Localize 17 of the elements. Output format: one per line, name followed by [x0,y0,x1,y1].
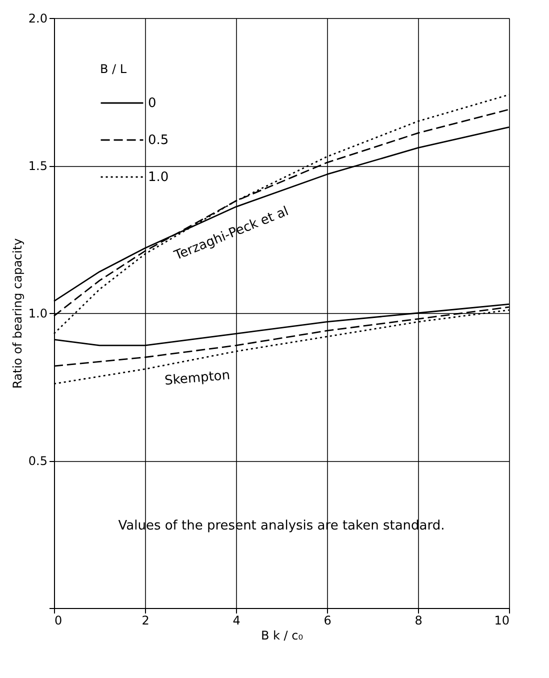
x-axis-title: B k / c₀ [260,628,304,642]
x-tick-label: 4 [232,614,240,628]
y-axis-title: Ratio of bearing capacity [10,238,24,389]
y-tick-label: 1.0 [28,306,48,320]
x-tick-label: 0 [54,614,62,628]
y-tick-label: 2.0 [28,12,48,26]
legend-label: 0.5 [148,133,169,148]
x-tick-label: 2 [142,614,150,628]
legend-title: B / L [100,62,127,76]
y-tick-label: 1.5 [28,159,48,173]
x-tick-label: 6 [324,614,332,628]
x-tick-label: 8 [414,614,422,628]
y-tick-label: 0.5 [28,454,48,468]
x-tick-label: 10 [494,614,510,628]
legend-label: 0 [148,96,156,111]
legend-label: 1.0 [148,170,169,185]
annotation: Skempton [164,368,231,389]
